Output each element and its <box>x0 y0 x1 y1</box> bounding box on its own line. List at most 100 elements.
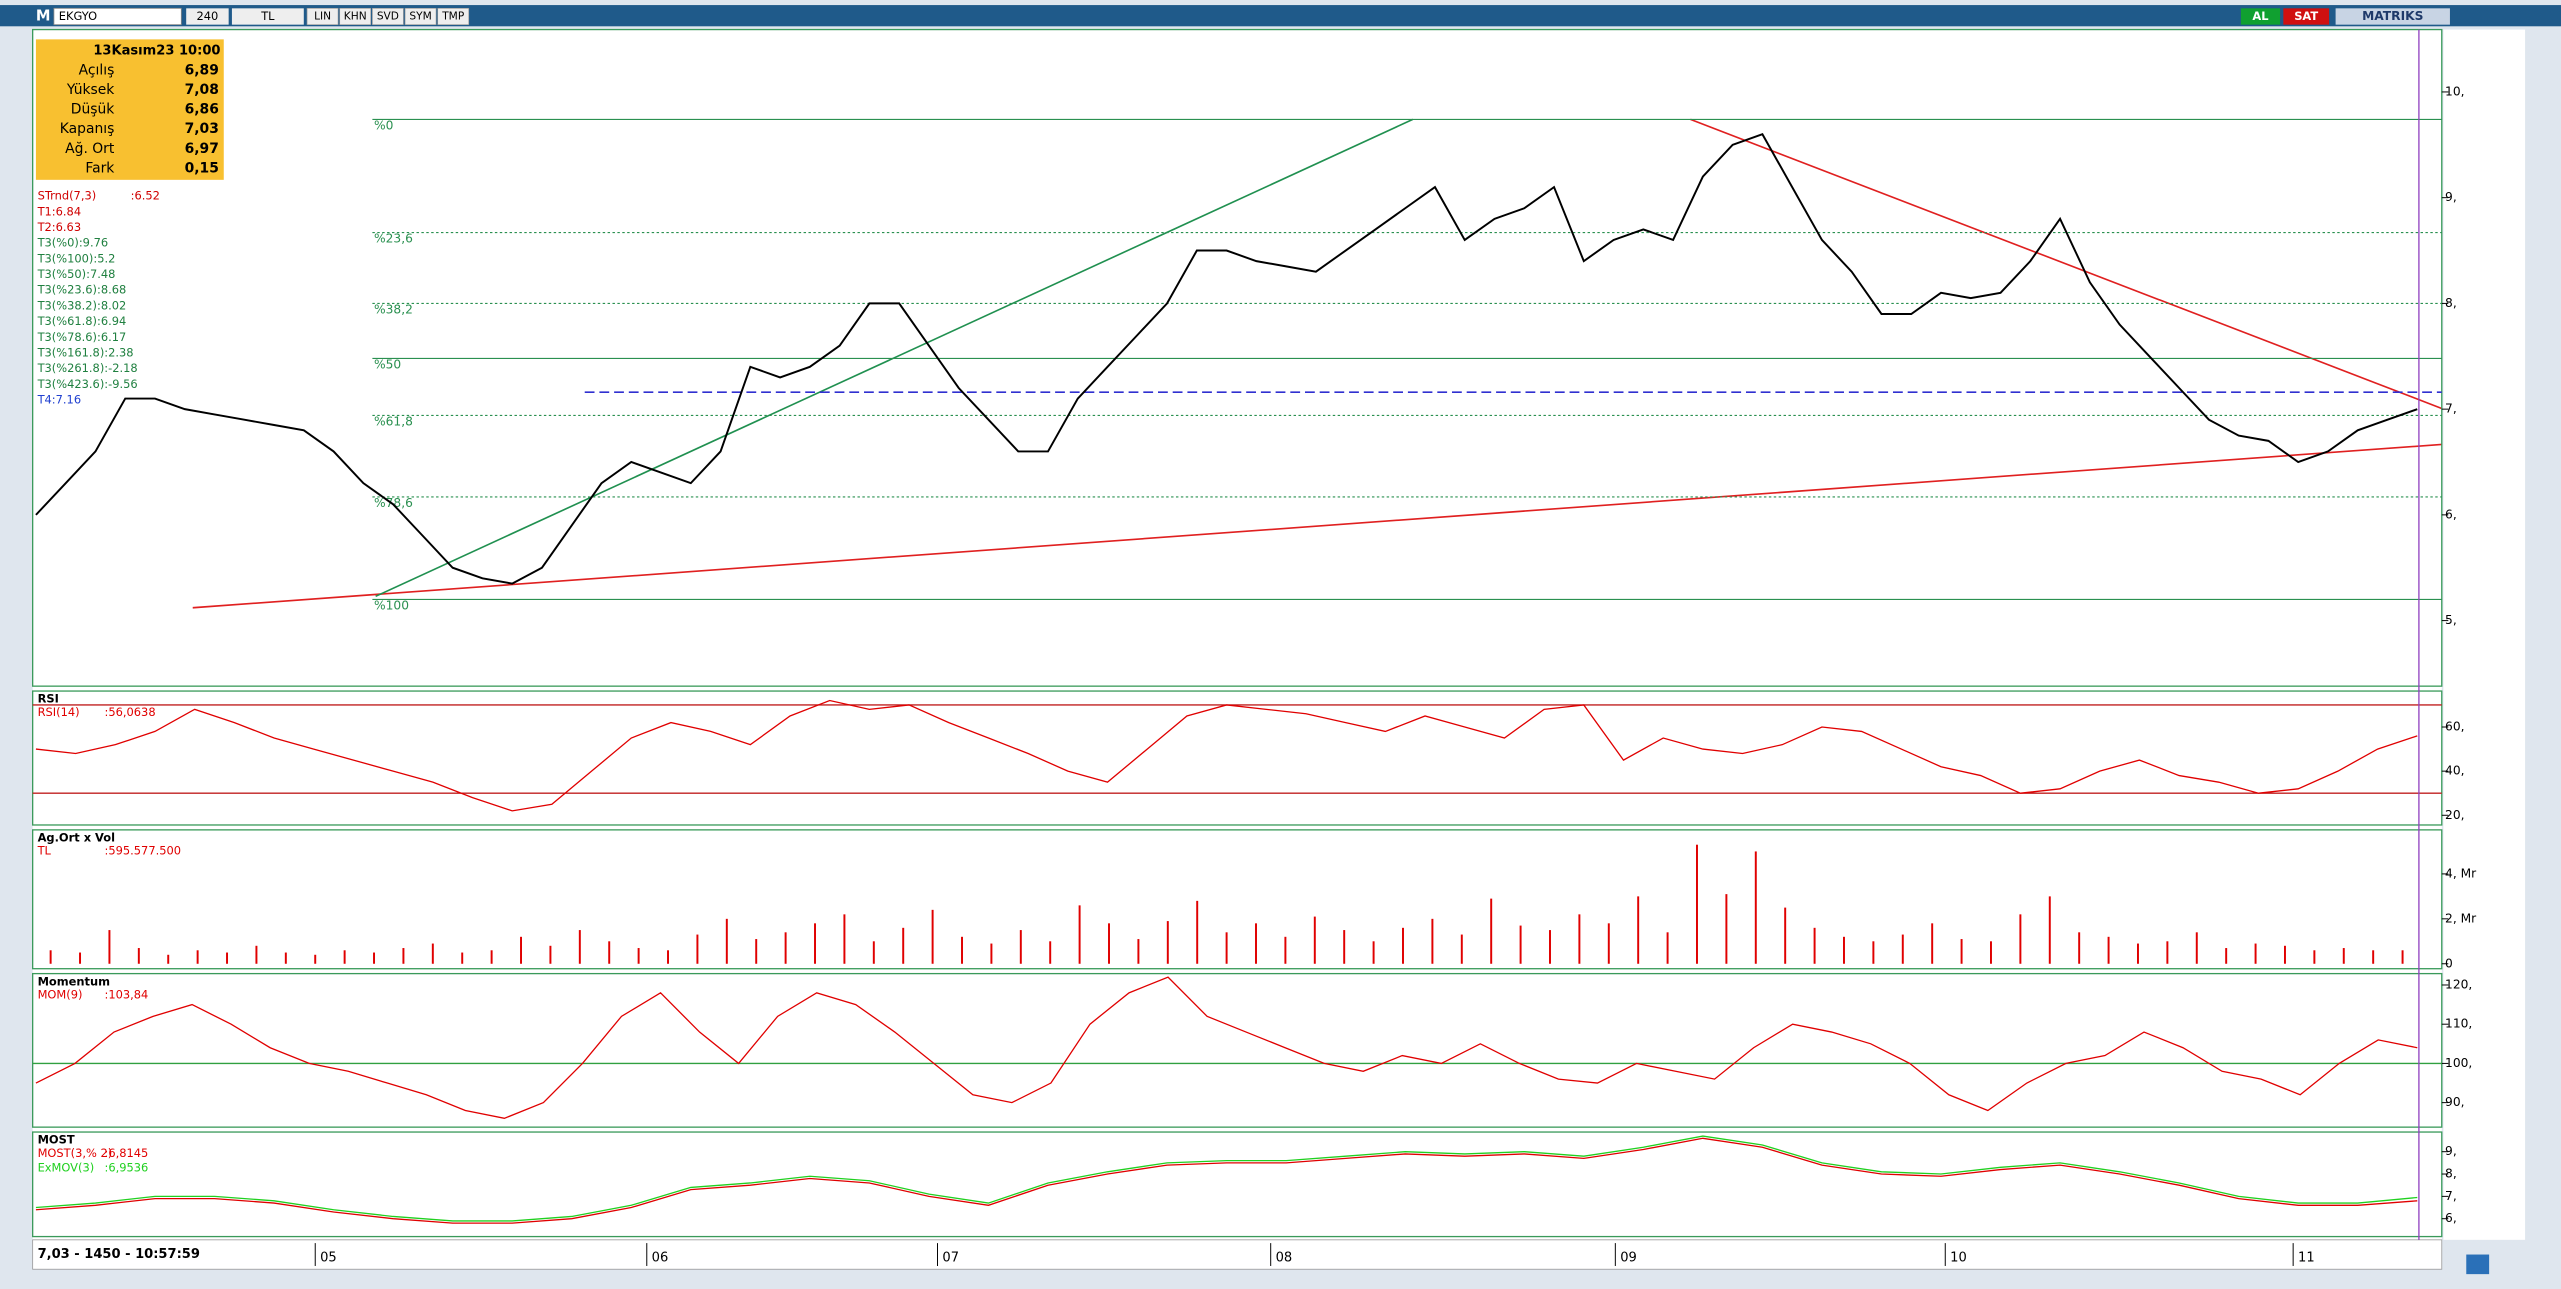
logo: M <box>36 7 51 24</box>
tool-button-label: TMP <box>441 9 465 22</box>
series-name: ExMOV(3) <box>38 1160 95 1174</box>
volume-bar <box>1549 930 1551 964</box>
volume-bar <box>1108 923 1110 964</box>
volume-bar <box>1637 896 1640 964</box>
tool-button[interactable] <box>372 8 404 25</box>
volume-bar <box>2048 896 2051 964</box>
info-value: 6,89 <box>185 62 219 78</box>
info-date: 13Kasım23 10:00 <box>93 43 220 58</box>
volume-bar <box>196 950 199 964</box>
volume-bar <box>1137 939 1140 964</box>
volume-bar <box>1255 923 1257 964</box>
tool-button[interactable] <box>339 8 372 25</box>
volume-bar <box>1901 934 1904 964</box>
series-value: :56,0638 <box>105 705 156 719</box>
volume-bar <box>1196 900 1199 964</box>
fib-label: %61,8 <box>374 415 413 429</box>
tool-button-label: SVD <box>377 9 399 22</box>
toolbar <box>0 5 2561 27</box>
series-name: TL <box>37 844 52 858</box>
series-line <box>35 133 2418 585</box>
series-value: :6,9536 <box>105 1160 149 1174</box>
info-key: Fark <box>85 160 114 176</box>
volume-bar <box>137 948 140 964</box>
info-key: Açılış <box>79 62 115 78</box>
volume-bar <box>2107 936 2110 964</box>
volume-bar <box>1725 894 1728 964</box>
volume-bar <box>608 941 611 964</box>
info-key: Kapanış <box>60 121 115 137</box>
volume-bar <box>1990 941 1992 964</box>
corner-button[interactable] <box>2466 1254 2490 1275</box>
volume-bar <box>667 950 669 964</box>
info-value: 0,15 <box>185 160 219 176</box>
volume-bar <box>226 952 229 964</box>
y-tick-label: 10, <box>2445 84 2464 98</box>
series-name: MOST(3,% 2) <box>38 1146 113 1160</box>
y-tick-label: 5, <box>2445 613 2457 627</box>
month-label: 07 <box>942 1250 959 1265</box>
volume-bar <box>108 930 111 964</box>
buy-button[interactable] <box>2240 8 2281 25</box>
tool-button[interactable] <box>306 8 339 25</box>
volume-bar <box>1019 930 1022 964</box>
status: 7,03 - 1450 - 10:57:59 <box>38 1247 200 1262</box>
series-line <box>35 976 2418 1119</box>
volume-bar <box>1313 916 1316 964</box>
indicator-name: T1:6.84 <box>37 204 82 218</box>
volume-bar <box>2313 950 2316 964</box>
tool-button[interactable] <box>404 8 437 25</box>
volume-bar <box>637 948 640 964</box>
y-tick-label: 40, <box>2445 764 2464 778</box>
brand: MATRIKS <box>2362 9 2423 23</box>
pane-title: RSI <box>38 692 59 706</box>
month-label: 05 <box>320 1250 337 1265</box>
volume-bar <box>1607 923 1610 964</box>
volume-bar <box>1931 923 1934 964</box>
volume-bar <box>520 936 522 964</box>
indicator-name: T4:7.16 <box>37 392 82 406</box>
volume-bar <box>872 941 875 964</box>
volume-bar <box>755 939 758 964</box>
month-label: 08 <box>1276 1250 1293 1265</box>
info-value: 6,86 <box>185 102 219 118</box>
info-box <box>35 39 224 180</box>
volume-bar <box>1578 914 1581 964</box>
indicator-name: T3(%78.6):6.17 <box>37 330 127 344</box>
pane-border <box>32 972 2443 1128</box>
info-key: Yüksek <box>66 82 115 98</box>
period-box[interactable] <box>186 8 229 25</box>
pane-border <box>32 690 2443 826</box>
indicator-value: :6.52 <box>131 189 160 203</box>
currency-box[interactable] <box>231 8 304 25</box>
pane-border <box>32 1131 2443 1238</box>
volume-bar <box>814 923 816 964</box>
y-tick-label: 9, <box>2445 1144 2457 1158</box>
volume-bar <box>725 918 728 964</box>
pane-border <box>32 829 2443 970</box>
volume-bar <box>402 948 405 964</box>
sell-button[interactable] <box>2283 8 2330 25</box>
series-value: :595.577.500 <box>105 844 182 858</box>
series-line <box>35 1135 2418 1222</box>
fib-label: %23,6 <box>374 232 413 246</box>
tool-button[interactable] <box>437 8 470 25</box>
volume-bar <box>431 943 434 964</box>
axis-area <box>2443 29 2526 1240</box>
volume-bar <box>1519 925 1522 964</box>
volume-bar <box>1225 932 1228 964</box>
trend-line <box>1690 118 2443 410</box>
series-line <box>35 699 2418 812</box>
y-tick-label: 90, <box>2445 1095 2464 1109</box>
fib-label: %0 <box>374 118 393 132</box>
volume-bar <box>1754 851 1757 964</box>
volume-bar <box>284 952 287 964</box>
y-tick-label: 8, <box>2445 296 2457 310</box>
volume-bar <box>343 950 346 964</box>
symbol-box[interactable] <box>53 7 182 26</box>
volume-bar <box>49 950 52 964</box>
volume-bar <box>2283 945 2286 964</box>
volume-bar <box>2342 948 2345 964</box>
sell-label: SAT <box>2294 9 2318 23</box>
